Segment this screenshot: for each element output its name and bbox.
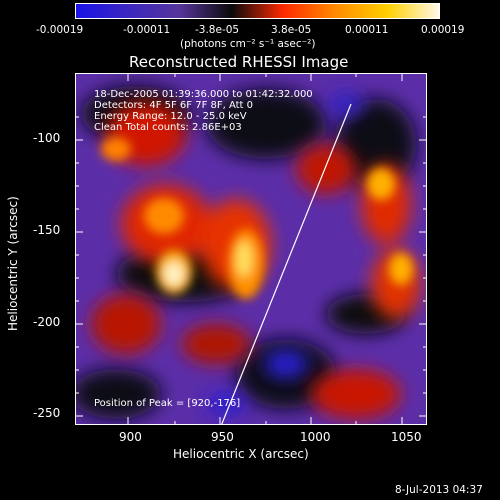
bright-peaks (101, 137, 413, 299)
x-tick-label: 1000 (300, 430, 331, 444)
rhessi-image: 18-Dec-2005 01:39:36.000 to 01:42:32.000… (75, 73, 427, 425)
y-tick-label: -100 (33, 131, 61, 145)
colorbar-tick-label: 0.00011 (345, 24, 389, 36)
time-range-text: 18-Dec-2005 01:39:36.000 to 01:42:32.000 (94, 89, 313, 100)
colorbar (75, 3, 440, 19)
solar-limb-line (221, 103, 352, 424)
peak-position-text: Position of Peak = [920,-176] (94, 398, 241, 409)
y-tick-label: -250 (33, 406, 61, 420)
colorbar-tick-label: 0.00019 (421, 24, 465, 36)
y-tick-label: -200 (33, 315, 61, 329)
rhessi-image-canvas (76, 74, 426, 424)
colorbar-tick-label: -3.8e-05 (195, 24, 240, 36)
plot-title: Reconstructed RHESSI Image (129, 53, 349, 71)
energy-range-text: Energy Range: 12.0 - 25.0 keV (94, 111, 247, 122)
x-tick-label: 900 (119, 430, 142, 444)
colorbar-units-label: (photons cm⁻² s⁻¹ asec⁻²) (180, 38, 316, 50)
colorbar-tick-label: -0.00011 (123, 24, 171, 36)
y-tick-label: -150 (33, 223, 61, 237)
colorbar-tick-label: -0.00019 (36, 24, 84, 36)
negative-blue-regions (206, 92, 364, 416)
x-axis-title: Heliocentric X (arcsec) (173, 447, 309, 461)
x-tick-label: 1050 (391, 430, 422, 444)
clean-counts-text: Clean Total counts: 2.86E+03 (94, 122, 242, 133)
colorbar-tick-label: 3.8e-05 (271, 24, 312, 36)
colorbar-tick-row: -0.00019 -0.00011 -3.8e-05 3.8e-05 0.000… (0, 24, 500, 38)
x-tick-label: 950 (211, 430, 234, 444)
render-timestamp: 8-Jul-2013 04:37 (395, 484, 483, 496)
detectors-text: Detectors: 4F 5F 6F 7F 8F, Att 0 (94, 100, 254, 111)
